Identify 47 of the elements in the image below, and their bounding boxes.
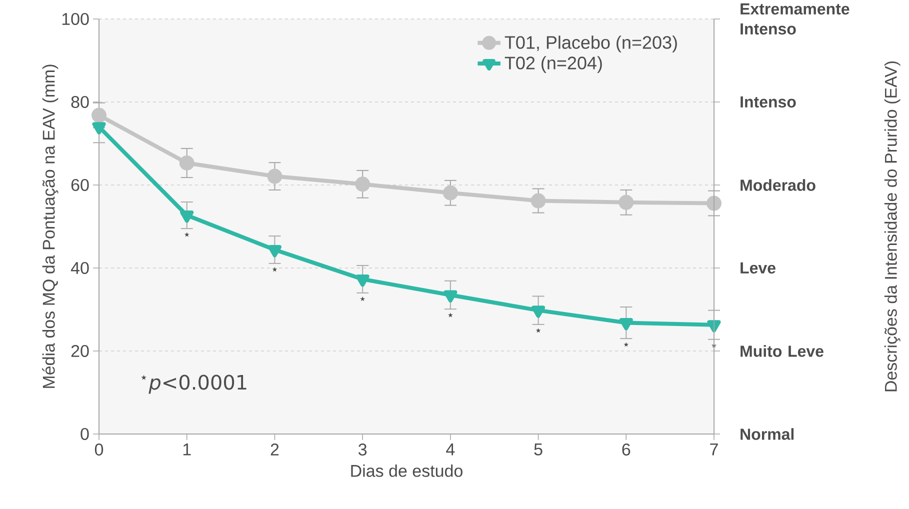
point — [355, 176, 370, 192]
y-tick-label: 0 — [80, 428, 89, 440]
text: Moderado — [740, 179, 816, 191]
x-axis-title: Dias de estudo — [351, 464, 462, 477]
y-tick-label: 40 — [70, 262, 89, 274]
legend-label: T01, Placebo (n=203) — [504, 36, 677, 52]
point — [179, 156, 194, 171]
text: Leve — [740, 262, 776, 274]
x-tick-label: 7 — [710, 444, 718, 456]
text: Descrições da Intensidade do Prurido (EAV) — [884, 61, 900, 392]
y-axis-title: Média dos MQ da Pontuação na EAV (mm) — [42, 64, 58, 388]
y-tick-label: 100 — [62, 12, 89, 26]
point — [530, 193, 546, 208]
x-tick-label: 3 — [358, 444, 367, 456]
annotation: ⋆ — [360, 296, 366, 302]
y-tick-label: 80 — [71, 96, 89, 108]
point — [532, 306, 546, 318]
x-tick-label: 0 — [94, 444, 104, 456]
annotation: ⋆ — [272, 266, 278, 272]
x-tick-label: 6 — [622, 444, 630, 456]
point — [267, 168, 282, 184]
point — [706, 196, 722, 211]
annotation: ⋆ — [448, 312, 453, 318]
point — [619, 318, 633, 330]
legend-label: T02 (n=204) — [504, 56, 602, 73]
point — [444, 290, 458, 302]
text: Muito Leve — [740, 345, 824, 357]
y-tick-label: 60 — [71, 178, 89, 192]
point — [180, 210, 194, 223]
annotation: ⋆ — [624, 342, 629, 347]
x-tick-label: 1 — [183, 444, 191, 456]
x-tick-label: 4 — [446, 444, 455, 456]
point — [442, 185, 458, 200]
annotation: $^{⋆}$p<0.0001 — [141, 374, 246, 394]
annotation: ⋆ — [184, 232, 190, 237]
text: Normal — [740, 428, 794, 440]
text: Intenso — [740, 96, 796, 108]
point — [707, 320, 721, 332]
point — [92, 108, 107, 123]
text: Extremamente Intenso — [740, 3, 850, 35]
x-tick-label: 5 — [534, 444, 542, 456]
point — [356, 274, 370, 287]
point — [268, 244, 282, 258]
annotation: ⋆ — [536, 328, 541, 333]
point — [618, 194, 634, 210]
x-tick-label: 2 — [270, 444, 279, 456]
y-tick-label: 20 — [71, 344, 89, 358]
